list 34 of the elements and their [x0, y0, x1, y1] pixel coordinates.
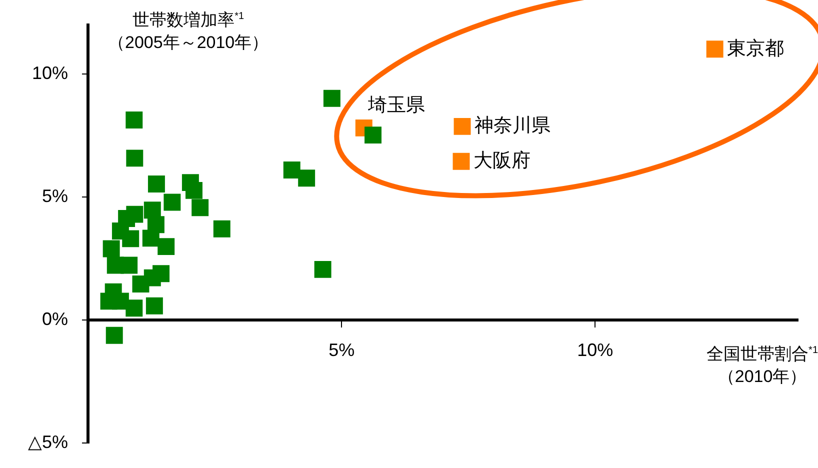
- point: [186, 182, 202, 199]
- point: [158, 238, 175, 256]
- point: [132, 275, 150, 292]
- point: [283, 162, 300, 178]
- annotation: 神奈川県: [474, 116, 550, 137]
- point: [106, 326, 123, 344]
- point: [148, 176, 165, 193]
- point: [126, 112, 143, 129]
- point: [120, 256, 138, 274]
- point: [213, 220, 230, 238]
- x-axis-title: 全国世帯割合$^{*1}$ （2010年）: [706, 344, 818, 388]
- y-tick-label: △5%: [28, 432, 68, 452]
- point: [142, 230, 160, 247]
- point: [323, 90, 340, 107]
- point: [146, 297, 163, 314]
- point: [102, 240, 120, 258]
- y-tick-label: 5%: [42, 186, 68, 206]
- annotation: 埼玉県: [366, 95, 425, 116]
- point: [126, 150, 144, 167]
- annotation: 大阪府: [473, 150, 530, 172]
- point: [364, 126, 382, 144]
- point: [164, 194, 181, 211]
- point: [314, 260, 332, 278]
- point: [706, 40, 724, 58]
- point: [452, 152, 470, 170]
- point: [122, 230, 140, 248]
- point: [192, 199, 209, 216]
- annotation: 東京都: [726, 37, 784, 60]
- point: [126, 300, 143, 317]
- point: [454, 118, 471, 135]
- y-tick-label: 0%: [42, 309, 68, 330]
- y-axis-title: 世帯数増加率$^{*1}$ （2005年～2010年）: [108, 10, 269, 54]
- y-tick-label: 10%: [32, 62, 68, 83]
- point: [298, 170, 316, 187]
